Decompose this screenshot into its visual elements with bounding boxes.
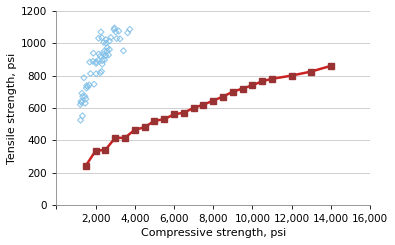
Point [106, 39, 113, 43]
Point [104, 46, 111, 49]
Point [124, 31, 131, 35]
Point [111, 26, 118, 30]
Point [127, 27, 133, 31]
Point [90, 59, 96, 63]
Point [104, 49, 110, 53]
Point [86, 83, 92, 87]
Point [99, 62, 105, 66]
Point [114, 37, 120, 40]
Point [106, 48, 113, 51]
Point [107, 36, 114, 39]
Point [87, 72, 94, 75]
Point [120, 49, 127, 53]
Point [83, 97, 89, 101]
Point [117, 37, 123, 41]
Point [90, 51, 96, 55]
X-axis label: Compressive strength, psi: Compressive strength, psi [141, 228, 286, 238]
Point [91, 82, 97, 86]
Point [93, 60, 99, 64]
Point [113, 30, 119, 34]
Point [116, 29, 122, 33]
Point [78, 99, 84, 103]
Point [105, 53, 112, 57]
Point [77, 103, 83, 107]
Point [79, 94, 86, 98]
Point [82, 101, 88, 105]
Point [103, 54, 109, 58]
Point [103, 38, 109, 42]
Point [83, 86, 90, 90]
Point [85, 85, 91, 89]
Point [82, 95, 88, 98]
Point [78, 100, 85, 104]
Point [111, 27, 117, 31]
Point [99, 36, 105, 40]
Point [79, 91, 85, 95]
Point [102, 54, 109, 58]
Point [77, 118, 84, 122]
Point [102, 58, 108, 62]
Y-axis label: Tensile strength, psi: Tensile strength, psi [7, 52, 17, 163]
Point [93, 72, 99, 76]
Point [98, 69, 105, 73]
Point [96, 36, 102, 40]
Point [97, 71, 103, 75]
Point [79, 114, 86, 118]
Point [101, 40, 107, 44]
Point [81, 76, 87, 80]
Point [103, 41, 109, 45]
Point [83, 84, 90, 88]
Point [96, 52, 102, 56]
Point [97, 54, 103, 58]
Point [93, 61, 99, 65]
Point [101, 49, 107, 53]
Point [87, 60, 93, 64]
Point [98, 30, 104, 34]
Point [99, 59, 105, 63]
Point [95, 58, 102, 62]
Point [100, 52, 107, 56]
